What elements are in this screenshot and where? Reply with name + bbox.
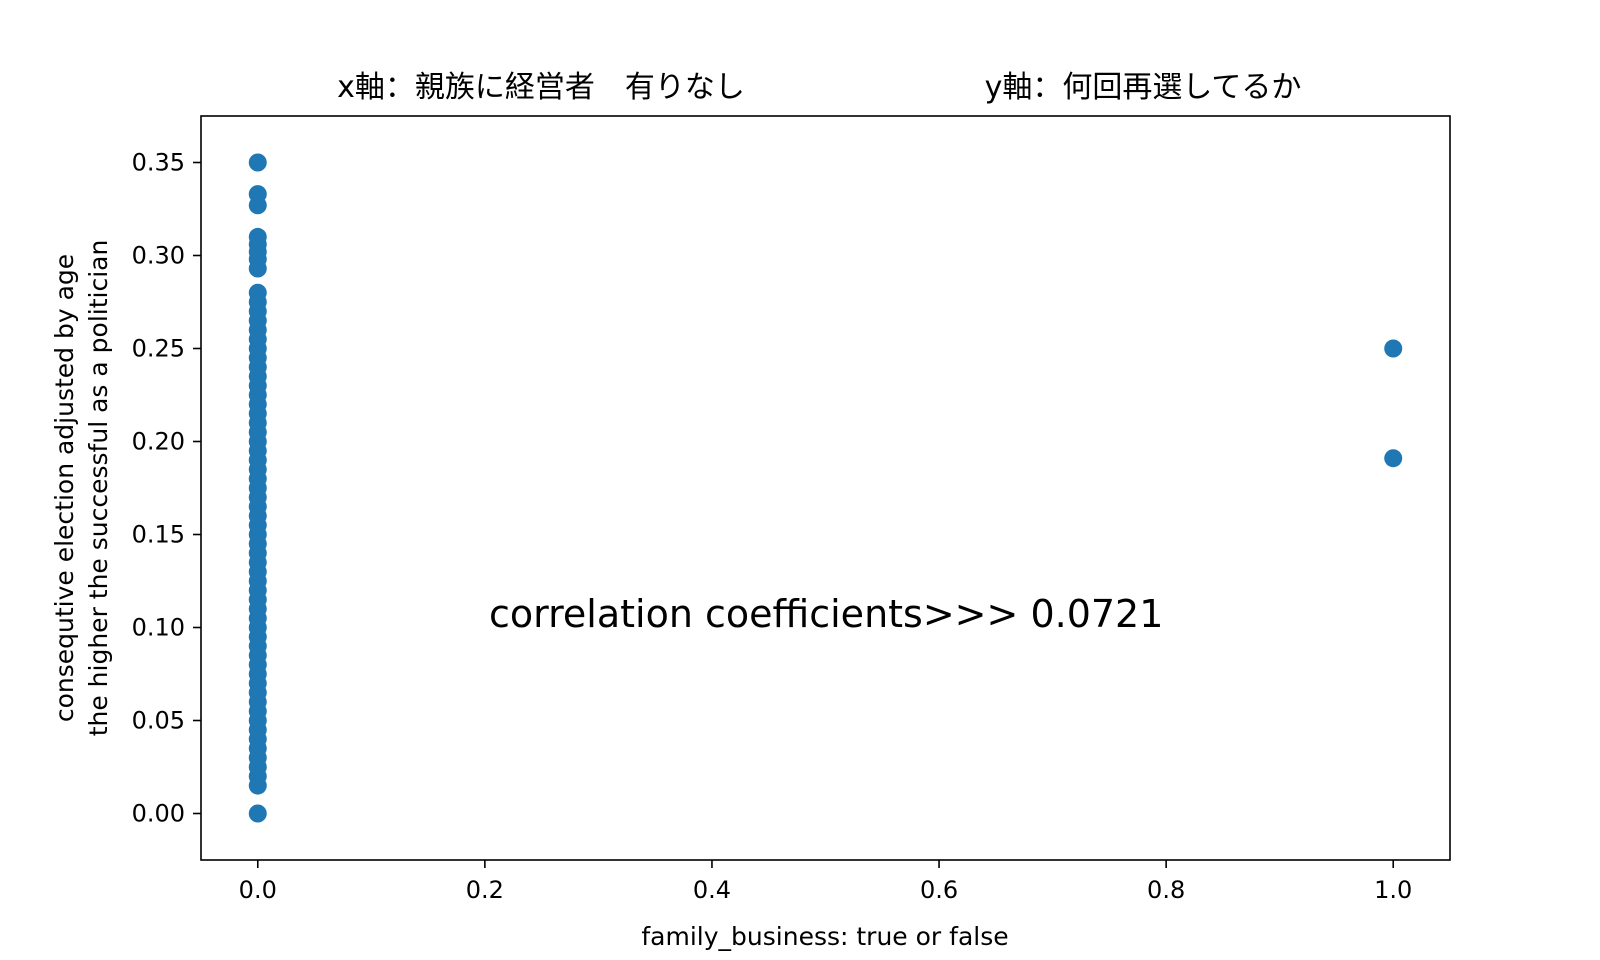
- x-axis-ticks: 0.0 0.2 0.4 0.6 0.8 1.0: [239, 860, 1412, 904]
- x-tick-label: 0.8: [1147, 876, 1185, 904]
- scatter-point: [248, 227, 267, 246]
- y-tick-label: 0.25: [132, 335, 185, 363]
- y-tick-label: 0.00: [132, 800, 185, 828]
- y-axis-label-line2: the higher the successful as a politicia…: [84, 240, 113, 737]
- y-tick-label: 0.20: [132, 428, 185, 456]
- scatter-point: [248, 153, 267, 172]
- scatter-point: [1384, 449, 1403, 468]
- y-tick-label: 0.05: [132, 707, 185, 735]
- x-tick-label: 0.0: [239, 876, 277, 904]
- x-tick-label: 0.6: [920, 876, 958, 904]
- plot-area-frame: [200, 115, 1451, 861]
- chart-title-left: x軸：親族に経営者 有りなし: [337, 70, 745, 105]
- y-axis-label-line1: consequtive election adjusted by age: [50, 254, 79, 722]
- y-axis-ticks: 0.00 0.05 0.10 0.15 0.20 0.25 0.30 0.35: [132, 149, 201, 828]
- scatter-point: [248, 283, 267, 302]
- y-tick-label: 0.35: [132, 149, 185, 177]
- x-axis-label: family_business: true or false: [641, 922, 1008, 951]
- y-tick-label: 0.30: [132, 242, 185, 270]
- correlation-annotation: correlation coefficients>>> 0.0721: [489, 592, 1163, 636]
- x-tick-label: 0.4: [693, 876, 731, 904]
- x-tick-label: 0.2: [466, 876, 504, 904]
- x-tick-label: 1.0: [1374, 876, 1412, 904]
- chart-title-right: y軸：何回再選してるか: [985, 70, 1302, 105]
- scatter-point: [248, 804, 267, 823]
- y-tick-label: 0.15: [132, 521, 185, 549]
- y-tick-label: 0.10: [132, 614, 185, 642]
- scatter-points: [248, 153, 1403, 823]
- scatter-point: [248, 185, 267, 204]
- scatter-point: [1384, 339, 1403, 358]
